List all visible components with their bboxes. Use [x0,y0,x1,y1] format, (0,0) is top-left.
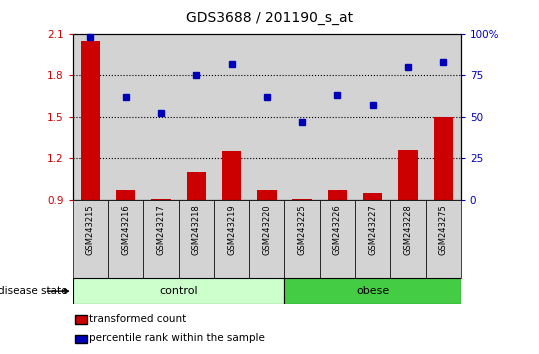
Text: control: control [160,286,198,296]
Text: GSM243220: GSM243220 [262,204,271,255]
Text: transformed count: transformed count [89,314,186,324]
Bar [328,190,347,200]
Bar [108,200,143,278]
Bar [426,200,461,278]
Text: GSM243226: GSM243226 [333,204,342,255]
Bar [320,200,355,278]
Text: GSM243275: GSM243275 [439,204,448,255]
Text: percentile rank within the sample: percentile rank within the sample [89,333,265,343]
Bar [363,193,382,200]
Bar [73,200,108,278]
Text: GSM243216: GSM243216 [121,204,130,255]
Text: GSM243227: GSM243227 [368,204,377,255]
Bar [433,117,453,200]
Bar [73,278,285,304]
Bar [81,41,100,200]
Bar [186,172,206,200]
Bar [285,278,461,304]
Text: GSM243217: GSM243217 [156,204,165,255]
Bar [257,190,277,200]
Text: GDS3688 / 201190_s_at: GDS3688 / 201190_s_at [186,11,353,25]
Text: GSM243225: GSM243225 [298,204,307,255]
Bar [249,200,285,278]
Bar [355,200,390,278]
Text: GSM243218: GSM243218 [192,204,201,255]
Bar [143,200,178,278]
Bar [178,200,214,278]
Bar [292,199,312,200]
Text: disease state: disease state [0,286,67,296]
Text: GSM243215: GSM243215 [86,204,95,255]
Bar [116,190,135,200]
Bar [398,150,418,200]
Bar [222,152,241,200]
Text: GSM243219: GSM243219 [227,204,236,255]
Bar [285,200,320,278]
Bar [390,200,426,278]
Text: GSM243228: GSM243228 [403,204,412,255]
Bar [151,199,171,200]
Bar [214,200,249,278]
Text: obese: obese [356,286,389,296]
